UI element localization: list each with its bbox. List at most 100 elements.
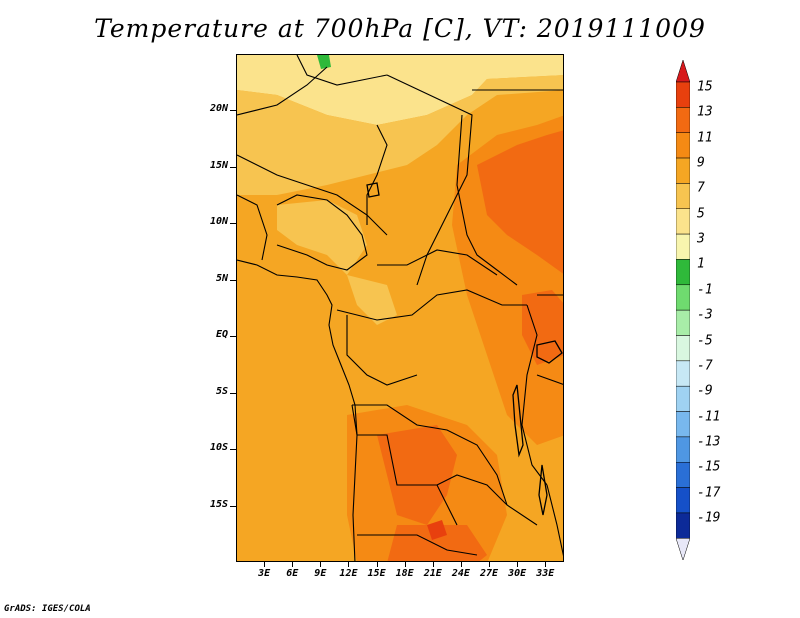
colorbar-label: 7 [697,180,705,196]
lat-label: 20N [209,103,228,115]
border-congo [346,315,418,386]
lon-label: 18E [395,568,414,579]
colorbar-label: -13 [697,434,721,450]
lon-label: 6E [286,568,299,579]
border-car [377,249,498,276]
colorbar-label: -19 [697,510,721,526]
lon-label: 3E [258,568,271,579]
lat-label: 5S [215,385,228,397]
lon-label: 15E [367,568,386,579]
colorbar-swatch [675,259,691,286]
lat-tick [230,449,236,451]
colorbar-swatch [675,233,691,260]
lat-tick [230,279,236,281]
colorbar-swatch [675,107,691,133]
field-5-7-west [277,200,367,275]
colorbar-swatch [675,436,691,463]
colorbar-swatch [675,360,691,387]
lon-label: 30E [508,568,527,579]
lon-tick [517,562,519,567]
field-13-15-lakes [522,290,563,365]
lon-tick [348,562,350,567]
lon-label: 33E [536,568,555,579]
credit-text: GrADS: IGES/COLA [4,604,91,614]
lat-label: 15N [209,159,228,171]
lat-label: 15S [209,498,228,510]
lon-tick [292,562,294,567]
border-algeria [237,66,328,116]
lon-label: 9E [314,568,327,579]
colorbar-label: 13 [697,104,713,120]
border-nigeria [276,194,368,271]
temperature-map[interactable] [236,54,564,562]
border-zambia [436,474,538,526]
lake-chad [366,182,380,198]
border-niger [366,124,388,225]
lat-tick [230,392,236,394]
border-libya [296,55,388,86]
colorbar [675,59,691,564]
colorbar-label: -7 [697,358,713,374]
lon-tick [376,562,378,567]
coastline-west [237,259,358,561]
colorbar-label: 3 [697,231,705,247]
colorbar-swatch [675,284,691,311]
colorbar-label: -15 [697,459,721,475]
colorbar-swatch [675,487,691,514]
colorbar-swatch [675,462,691,488]
map-title: Temperature at 700hPa [C], VT: 201911100… [94,14,706,43]
colorbar-label: -3 [697,307,713,323]
field-5-7-north [237,75,563,195]
lon-tick [264,562,266,567]
lon-label: 24E [451,568,470,579]
colorbar-label: -17 [697,485,721,501]
border-congo-n [336,289,527,321]
lon-tick [432,562,434,567]
border-sahel [237,154,388,236]
colorbar-label: 15 [697,79,713,95]
lon-tick [320,562,322,567]
colorbar-swatch [675,309,691,336]
lon-tick [404,562,406,567]
lat-label: EQ [215,329,228,341]
colorbar-label: 11 [697,130,713,146]
border-tanz [536,374,563,385]
lake-malawi [538,464,548,516]
colorbar-label: 5 [697,206,705,222]
colorbar-swatch [675,157,691,184]
field-3-5-north [237,55,563,125]
lake-victoria [536,340,563,364]
border-south [357,534,478,556]
colorbar-swatch [675,512,691,539]
colorbar-label: -1 [697,282,713,298]
lon-label: 12E [339,568,358,579]
lat-tick [230,110,236,112]
lat-tick [230,505,236,507]
border-ghana [237,194,268,261]
colorbar-label: 1 [697,256,705,272]
colorbar-bottom-arrow [675,538,691,562]
lon-label: 27E [479,568,499,579]
colorbar-swatch [675,81,691,108]
colorbar-swatch [675,385,691,412]
field-13-15-east [477,130,563,274]
border-chad [386,74,473,286]
colorbar-swatch [675,208,691,235]
lat-tick [230,336,236,338]
border-sudan2 [456,114,518,286]
field-13-15-south [377,425,457,525]
field-1-3-spot [317,55,331,69]
lat-tick [230,223,236,225]
lon-tick [460,562,462,567]
lake-tanganyika [512,384,524,458]
colorbar-label: 9 [697,155,705,171]
colorbar-swatch [675,335,691,362]
lat-label: 10N [209,216,228,228]
border-drc-s [352,404,508,506]
colorbar-swatch [675,411,691,438]
border-angola [351,404,458,526]
lat-label: 10S [209,442,228,454]
lat-tick [230,166,236,168]
lat-label: 5N [215,272,228,284]
border-east [521,304,548,486]
